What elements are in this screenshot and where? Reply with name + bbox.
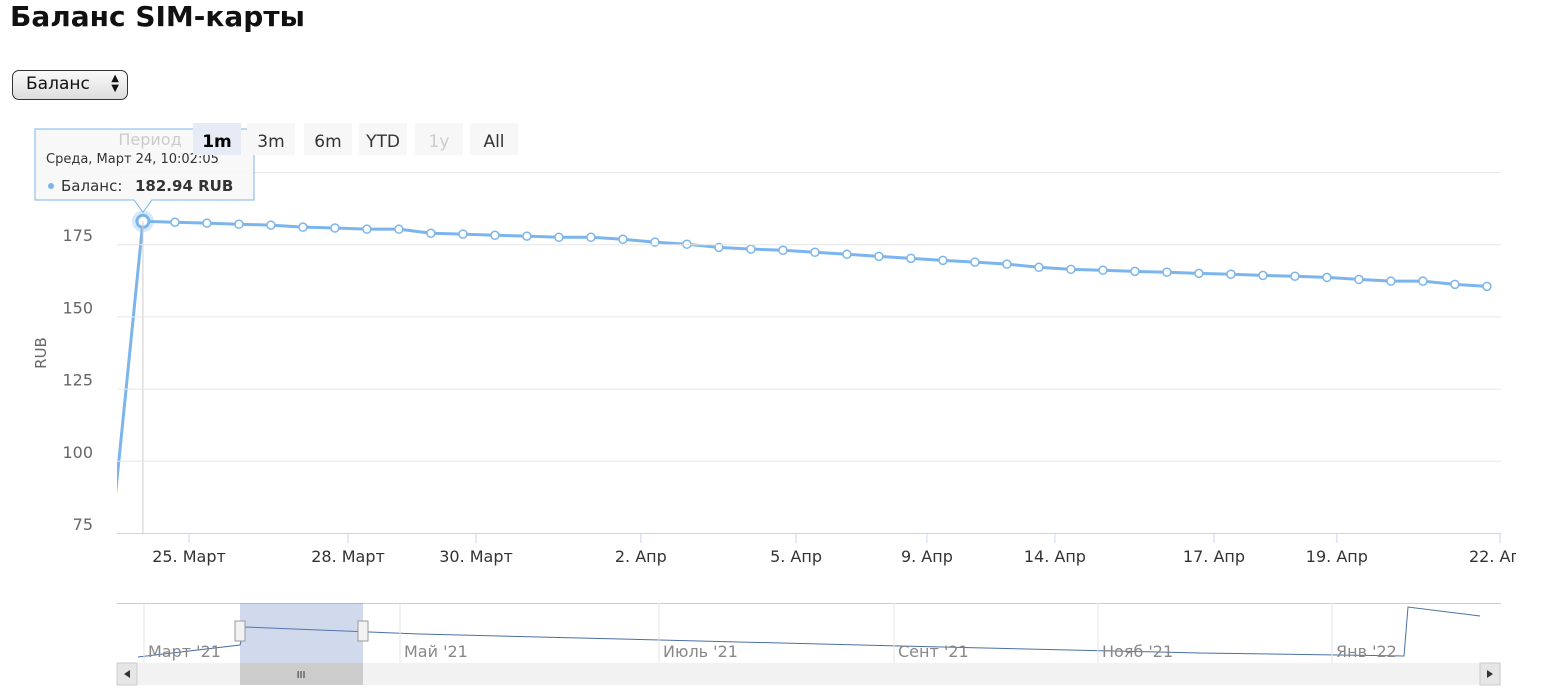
- data-point: [330, 223, 340, 233]
- data-point: [458, 229, 468, 239]
- y-tick-label: 75: [73, 515, 93, 534]
- data-point: [394, 224, 404, 234]
- data-point: [906, 253, 916, 264]
- data-point: [1258, 270, 1268, 281]
- range-button[interactable]: [193, 123, 241, 155]
- data-point: [1418, 276, 1428, 286]
- range-button-label: All: [483, 132, 504, 152]
- navigator-label: Янв '22: [1336, 642, 1397, 661]
- data-point: [266, 220, 276, 230]
- series-select[interactable]: Баланс ▲ ▼: [12, 70, 128, 100]
- range-button-label: 3m: [257, 132, 284, 152]
- range-label: Период: [118, 130, 181, 149]
- plot-area: [107, 210, 1492, 544]
- navigator-label: Нояб '21: [1102, 642, 1173, 661]
- data-point: [1066, 264, 1076, 275]
- data-point: [842, 249, 852, 260]
- navigator-handle[interactable]: [234, 620, 246, 642]
- tooltip-value: 182.94 RUB: [135, 177, 233, 195]
- range-button[interactable]: [304, 123, 352, 155]
- data-point: [1194, 268, 1204, 279]
- scrollbar-track[interactable]: [117, 663, 1501, 685]
- navigator-selection[interactable]: [240, 603, 363, 663]
- data-point: [362, 224, 372, 234]
- navigator-label: Июль '21: [663, 642, 738, 661]
- tooltip-header: Среда, Март 24, 10:02:05: [46, 152, 219, 167]
- range-button[interactable]: [359, 123, 407, 155]
- y-tick-label: 150: [62, 298, 93, 317]
- range-button-label: 1m: [202, 132, 232, 152]
- y-axis-title: RUB: [32, 337, 50, 369]
- data-point: [1290, 271, 1300, 282]
- range-button[interactable]: [470, 123, 518, 155]
- x-tick-label: 14. Апр: [1024, 547, 1086, 566]
- select-arrows: ▲ ▼: [111, 73, 119, 94]
- data-point: [938, 255, 948, 266]
- x-tick-label: 19. Апр: [1306, 547, 1368, 566]
- data-point: [1034, 262, 1044, 273]
- data-point: [1098, 265, 1108, 275]
- y-tick-label: 100: [62, 443, 93, 462]
- navigator-label: Март '21: [148, 642, 221, 661]
- x-tick-label: 9. Апр: [901, 547, 953, 566]
- data-point: [714, 242, 724, 253]
- x-tick-label: 17. Апр: [1183, 547, 1245, 566]
- range-button[interactable]: [247, 123, 295, 155]
- range-button-label: YTD: [365, 132, 400, 152]
- select-text: Баланс: [26, 74, 90, 94]
- navigator-handle[interactable]: [357, 620, 369, 642]
- data-point: [298, 222, 308, 232]
- data-point: [970, 257, 980, 267]
- data-point: [107, 536, 115, 544]
- tooltip-dot: [48, 183, 54, 189]
- chart: RUB III Среда, Март 24, 10:02:05 Баланс: 1…: [32, 123, 1516, 686]
- y-tick-label: 125: [62, 371, 93, 390]
- range-button-label: 1y: [429, 132, 450, 152]
- data-point: [1002, 259, 1012, 269]
- data-point: [1130, 266, 1140, 277]
- data-point: [874, 251, 884, 262]
- data-point: [1322, 272, 1332, 283]
- data-point: [426, 228, 436, 238]
- data-point: [234, 219, 244, 230]
- navigator-label: Май '21: [404, 642, 468, 661]
- y-tick-label: 175: [62, 226, 93, 245]
- navigator: III: [116, 603, 1501, 686]
- tooltip-label: Баланс:: [61, 177, 122, 195]
- data-point: [586, 232, 596, 243]
- data-point: [490, 230, 500, 240]
- data-point: [650, 237, 660, 247]
- data-point: [522, 231, 532, 241]
- data-point: [618, 234, 628, 245]
- data-point: [1386, 276, 1396, 286]
- scroll-left-arrow: [124, 670, 130, 678]
- x-tick-label: 2. Апр: [615, 547, 667, 566]
- data-point: [1226, 269, 1236, 279]
- x-tick-label: 28. Март: [311, 547, 385, 566]
- data-point: [1162, 267, 1172, 277]
- range-button-label: 6m: [314, 132, 341, 152]
- series-line: [117, 219, 1488, 495]
- data-point: [746, 244, 756, 254]
- x-tick-label: 22. Апр: [1469, 547, 1516, 566]
- x-tick-label: 25. Март: [152, 547, 226, 566]
- data-point: [170, 217, 180, 228]
- data-point: [1354, 274, 1364, 285]
- data-point: [1482, 281, 1492, 292]
- scrollbar-grip: III: [297, 670, 306, 681]
- x-tick-label: 30. Март: [439, 547, 513, 566]
- data-point: [778, 245, 788, 256]
- data-point: [202, 218, 212, 228]
- range-button: [415, 123, 463, 155]
- scroll-right-arrow: [1487, 670, 1493, 678]
- scrollbar-thumb[interactable]: [240, 663, 363, 685]
- page-title: Баланс SIM-карты: [10, 0, 305, 33]
- data-point: [1450, 279, 1460, 290]
- overlay: Среда, Март 24, 10:02:05 Баланс: 182.94 RU…: [34, 128, 255, 533]
- x-tick-label: 5. Апр: [770, 547, 822, 566]
- data-point: [810, 247, 820, 258]
- data-point: [554, 232, 564, 243]
- navigator-label: Сент '21: [898, 642, 969, 661]
